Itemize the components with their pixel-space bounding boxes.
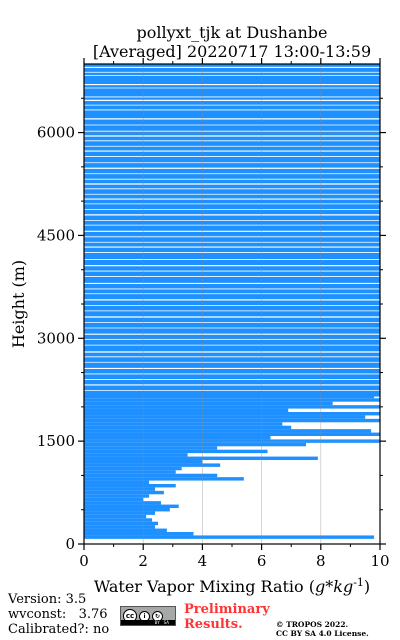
x-tick-label: 4 [198,552,208,570]
profile-bar [84,514,147,519]
y-tick-label: 3000 [37,329,75,347]
saturated-fill-layer [84,64,380,397]
profile-bar [84,521,158,526]
cc-license-badge: cc i ↻ BY SA [120,606,176,626]
profile-bar [84,497,144,502]
wvconst-text: wvconst: 3.76 [8,607,108,622]
profile-bar [84,398,380,402]
y-tick-label: 1500 [37,432,75,450]
profile-bar [84,504,179,508]
x-tick-label: 8 [316,552,326,570]
y-tick-label: 0 [65,535,75,553]
y-axis-label: Height (m) [9,260,28,348]
profile-bar [84,473,218,478]
sa-label: SA [163,620,169,625]
profile-bar [84,453,188,457]
profile-bar [84,436,271,440]
profile-bar [84,466,182,471]
profile-bar [84,511,156,515]
profile-bar [84,463,221,467]
bars-layer [84,394,380,539]
profile-bar [84,508,170,512]
profile-bar [84,528,167,532]
chart-subtitle: [Averaged] 20220717 13:00-13:59 [93,42,371,61]
y-tick-label: 4500 [37,226,75,244]
preliminary-line-1: Preliminary [184,602,270,617]
preliminary-line-2: Results. [184,617,243,632]
profile-bar [84,490,164,495]
profile-bar [84,442,306,447]
grid-layer [84,64,380,544]
profile-bar [84,532,194,536]
profile-bar [84,470,176,474]
profile-bar [84,535,375,539]
x-tick-label: 0 [79,552,89,570]
profile-bar [84,405,380,409]
saturated-profile-area [84,64,380,397]
profile-bar [84,484,176,488]
x-tick-label: 6 [257,552,267,570]
profile-bar [84,480,150,484]
by-label: BY [154,620,160,625]
chart-title: pollyxt_tjk at Dushanbe [136,23,327,42]
cc-badge-strip: BY SA [121,620,175,625]
ticks-layer [78,58,386,550]
copyright-line-2: CC BY SA 4.0 License. [276,629,369,638]
profile-bar [84,432,380,436]
profile-bar [84,412,380,416]
profile-bar [84,401,333,406]
profile-bar [84,494,150,498]
profile-bar [84,518,153,522]
profile-bar [84,415,366,419]
profile-bar [84,477,244,481]
profile-bar [84,408,289,412]
x-axis-label: Water Vapor Mixing Ratio (g*kg-1) [94,576,370,597]
profile-bar [84,525,156,529]
version-text: Version: 3.5 [8,592,87,607]
copyright-line-1: © TROPOS 2022. [276,620,349,629]
calibrated-text: Calibrated?: no [8,622,110,637]
profile-bar [84,425,292,430]
profile-bar [84,456,318,460]
tick-labels-layer: 0 2 4 6 8 10 0 1500 3000 4500 6000 [37,124,390,570]
profile-bar [84,449,268,454]
y-tick-label: 6000 [37,124,75,142]
cc-icon: cc [123,609,137,623]
profile-bar [84,446,218,450]
profile-bar [84,487,156,491]
profile-bar [84,422,283,426]
x-tick-label: 10 [370,552,389,570]
profile-bar [84,418,380,423]
x-tick-label: 2 [138,552,148,570]
profile-bar [84,429,372,433]
profile-bar [84,501,161,505]
